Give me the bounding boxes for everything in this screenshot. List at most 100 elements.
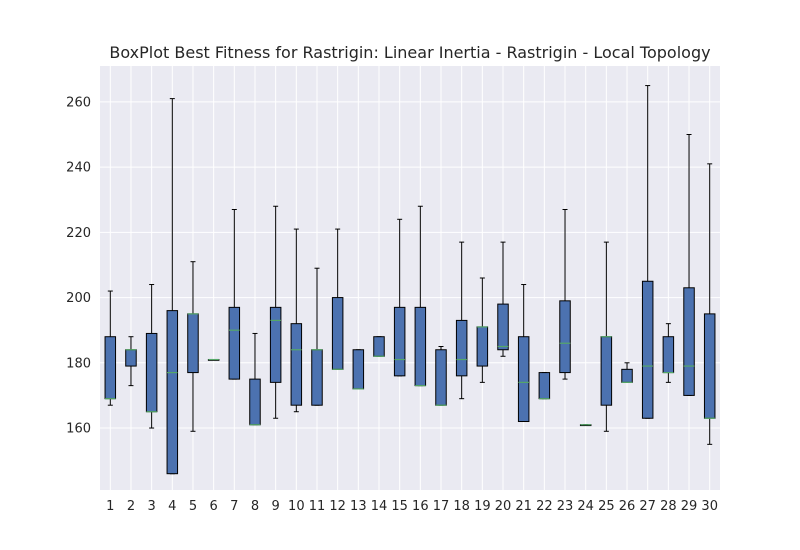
x-tick-label: 15 — [391, 499, 408, 514]
box-iqr — [703, 313, 716, 419]
box-iqr — [621, 368, 633, 383]
x-tick-label: 30 — [701, 499, 718, 514]
box-13 — [352, 349, 365, 390]
box-iqr — [311, 349, 323, 406]
box-iqr — [269, 306, 282, 383]
y-tick-label: 260 — [66, 95, 91, 110]
box-iqr — [290, 323, 303, 406]
box-iqr — [145, 332, 158, 413]
box-5 — [187, 261, 199, 432]
x-tick-label: 8 — [251, 499, 259, 514]
x-axis-ticks: 1 2 3 4 5 6 7 8 9 10 11 12 13 14 15 16 17 18 19 20 21 22 23 24 2… — [106, 499, 718, 514]
box-26 — [621, 362, 633, 383]
box-4 — [166, 98, 179, 475]
box-iqr — [435, 349, 447, 406]
box-14 — [373, 336, 385, 357]
y-tick-label: 220 — [66, 226, 91, 241]
x-tick-label: 21 — [515, 499, 532, 514]
box-15 — [393, 218, 406, 377]
box-iqr — [476, 326, 489, 367]
box-iqr — [125, 349, 137, 367]
box-28 — [662, 323, 675, 383]
box-iqr — [331, 297, 344, 370]
y-axis-ticks: 160 180 200 220 240 260 — [66, 95, 91, 436]
box-3 — [145, 284, 158, 429]
box-iqr — [559, 300, 571, 374]
box-21 — [517, 284, 530, 423]
box-iqr — [228, 306, 241, 380]
box-iqr — [166, 310, 179, 475]
x-tick-label: 14 — [371, 499, 388, 514]
chart-title: BoxPlot Best Fitness for Rastrigin: Line… — [109, 43, 710, 62]
box-8 — [249, 332, 261, 426]
x-tick-label: 24 — [577, 499, 594, 514]
x-tick-label: 22 — [536, 499, 553, 514]
box-20 — [497, 241, 509, 357]
box-iqr — [373, 336, 385, 357]
box-iqr — [683, 287, 695, 396]
box-6 — [207, 358, 220, 361]
y-tick-label: 200 — [66, 291, 91, 306]
box-30 — [703, 163, 716, 445]
x-tick-label: 10 — [288, 499, 305, 514]
box-7 — [228, 209, 241, 380]
box-12 — [331, 228, 344, 370]
box-10 — [290, 228, 303, 413]
x-tick-label: 5 — [189, 499, 197, 514]
x-tick-label: 20 — [495, 499, 512, 514]
box-iqr — [249, 378, 261, 426]
box-iqr — [187, 313, 199, 374]
box-16 — [414, 205, 427, 387]
box-24 — [579, 424, 592, 427]
x-tick-label: 26 — [619, 499, 636, 514]
box-17 — [435, 345, 447, 406]
x-tick-label: 19 — [474, 499, 491, 514]
box-iqr — [600, 336, 613, 406]
box-23 — [559, 209, 571, 380]
box-iqr — [538, 372, 551, 400]
x-tick-label: 27 — [639, 499, 656, 514]
box-9 — [269, 205, 282, 419]
box-11 — [311, 267, 323, 406]
box-iqr — [497, 303, 509, 351]
box-iqr — [662, 336, 675, 374]
box-18 — [455, 241, 468, 400]
box-22 — [538, 372, 551, 400]
x-tick-label: 11 — [309, 499, 326, 514]
y-tick-label: 240 — [66, 161, 91, 176]
x-tick-label: 12 — [329, 499, 346, 514]
x-tick-label: 18 — [453, 499, 470, 514]
x-tick-label: 25 — [598, 499, 615, 514]
x-tick-label: 23 — [557, 499, 574, 514]
box-iqr — [641, 280, 654, 419]
box-29 — [683, 133, 695, 396]
x-tick-label: 4 — [168, 499, 176, 514]
x-tick-label: 13 — [350, 499, 367, 514]
box-19 — [476, 277, 489, 383]
box-iqr — [104, 336, 117, 400]
x-tick-label: 2 — [127, 499, 135, 514]
box-1 — [104, 290, 117, 406]
x-tick-label: 7 — [230, 499, 238, 514]
x-tick-label: 6 — [210, 499, 218, 514]
box-27 — [641, 85, 654, 419]
x-tick-label: 29 — [681, 499, 698, 514]
x-tick-label: 1 — [106, 499, 114, 514]
x-tick-label: 3 — [147, 499, 155, 514]
box-iqr — [517, 336, 530, 423]
x-tick-label: 16 — [412, 499, 429, 514]
box-series — [104, 85, 716, 475]
x-tick-label: 9 — [272, 499, 280, 514]
box-iqr — [414, 306, 427, 387]
plot-area — [100, 66, 720, 490]
box-iqr — [352, 349, 365, 390]
y-tick-label: 160 — [66, 422, 91, 437]
y-tick-label: 180 — [66, 356, 91, 371]
box-iqr — [393, 306, 406, 377]
x-tick-label: 17 — [433, 499, 450, 514]
box-2 — [125, 336, 137, 387]
x-tick-label: 28 — [660, 499, 677, 514]
box-25 — [600, 241, 613, 432]
box-iqr — [455, 319, 468, 377]
